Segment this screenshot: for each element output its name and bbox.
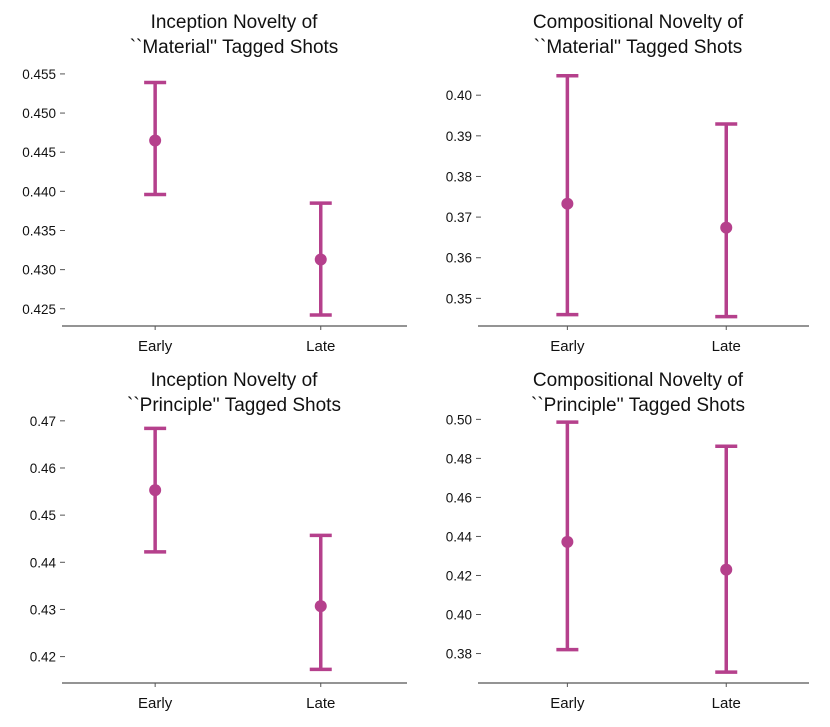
chart-title-line-2: ``Material'' Tagged Shots [130,37,339,58]
chart-title-line-1: Inception Novelty of [151,12,319,33]
y-tick-label: 0.40 [446,608,472,623]
x-tick-label-late: Late [712,695,741,712]
x-tick-label-early: Early [138,695,173,712]
chart-panel-compositional-principle: Compositional Novelty of ``Principle'' Ta… [446,370,809,712]
x-tick-label-late: Late [306,338,335,355]
y-tick-label: 0.40 [446,88,472,103]
mean-point-early [149,134,162,147]
mean-point-early [561,535,574,548]
chart-panel-inception-material: Inception Novelty of ``Material'' Tagged … [22,12,407,355]
chart-title-line-2: ``Principle'' Tagged Shots [127,395,341,416]
chart-panel-inception-principle: Inception Novelty of ``Principle'' Tagged… [30,370,407,712]
chart-panel-compositional-material: Compositional Novelty of ``Material'' Tag… [446,12,809,355]
y-tick-label: 0.45 [30,508,56,523]
chart-title-line-1: Inception Novelty of [151,370,319,391]
y-tick-label: 0.36 [446,251,472,266]
chart-title-line-2: ``Principle'' Tagged Shots [531,395,745,416]
chart-title-line-2: ``Material'' Tagged Shots [534,37,743,58]
y-tick-label: 0.42 [30,650,56,665]
y-tick-label: 0.430 [22,263,56,278]
y-tick-label: 0.425 [22,302,56,317]
mean-point-early [561,197,574,210]
y-tick-label: 0.46 [446,490,472,505]
mean-point-early [149,484,162,497]
chart-title-line-1: Compositional Novelty of [533,370,744,391]
mean-point-late [314,600,327,613]
y-tick-label: 0.43 [30,602,56,617]
y-tick-label: 0.445 [22,145,56,160]
y-tick-label: 0.37 [446,210,472,225]
mean-point-late [314,253,327,266]
x-tick-label-late: Late [712,338,741,355]
y-tick-label: 0.42 [446,568,472,583]
y-tick-label: 0.46 [30,461,56,476]
y-tick-label: 0.48 [446,451,472,466]
mean-point-late [720,563,733,576]
y-tick-label: 0.38 [446,169,472,184]
y-tick-label: 0.455 [22,67,56,82]
y-tick-label: 0.435 [22,223,56,238]
x-tick-label-early: Early [138,338,173,355]
x-tick-label-late: Late [306,695,335,712]
x-tick-label-early: Early [550,695,585,712]
y-tick-label: 0.440 [22,184,56,199]
y-tick-label: 0.39 [446,129,472,144]
chart-title-line-1: Compositional Novelty of [533,12,744,33]
mean-point-late [720,221,733,234]
y-tick-label: 0.35 [446,291,472,306]
y-tick-label: 0.44 [30,555,57,570]
y-tick-label: 0.450 [22,106,56,121]
y-tick-label: 0.38 [446,647,472,662]
y-tick-label: 0.47 [30,414,56,429]
y-tick-label: 0.44 [446,529,473,544]
y-tick-label: 0.50 [446,412,472,427]
x-tick-label-early: Early [550,338,585,355]
